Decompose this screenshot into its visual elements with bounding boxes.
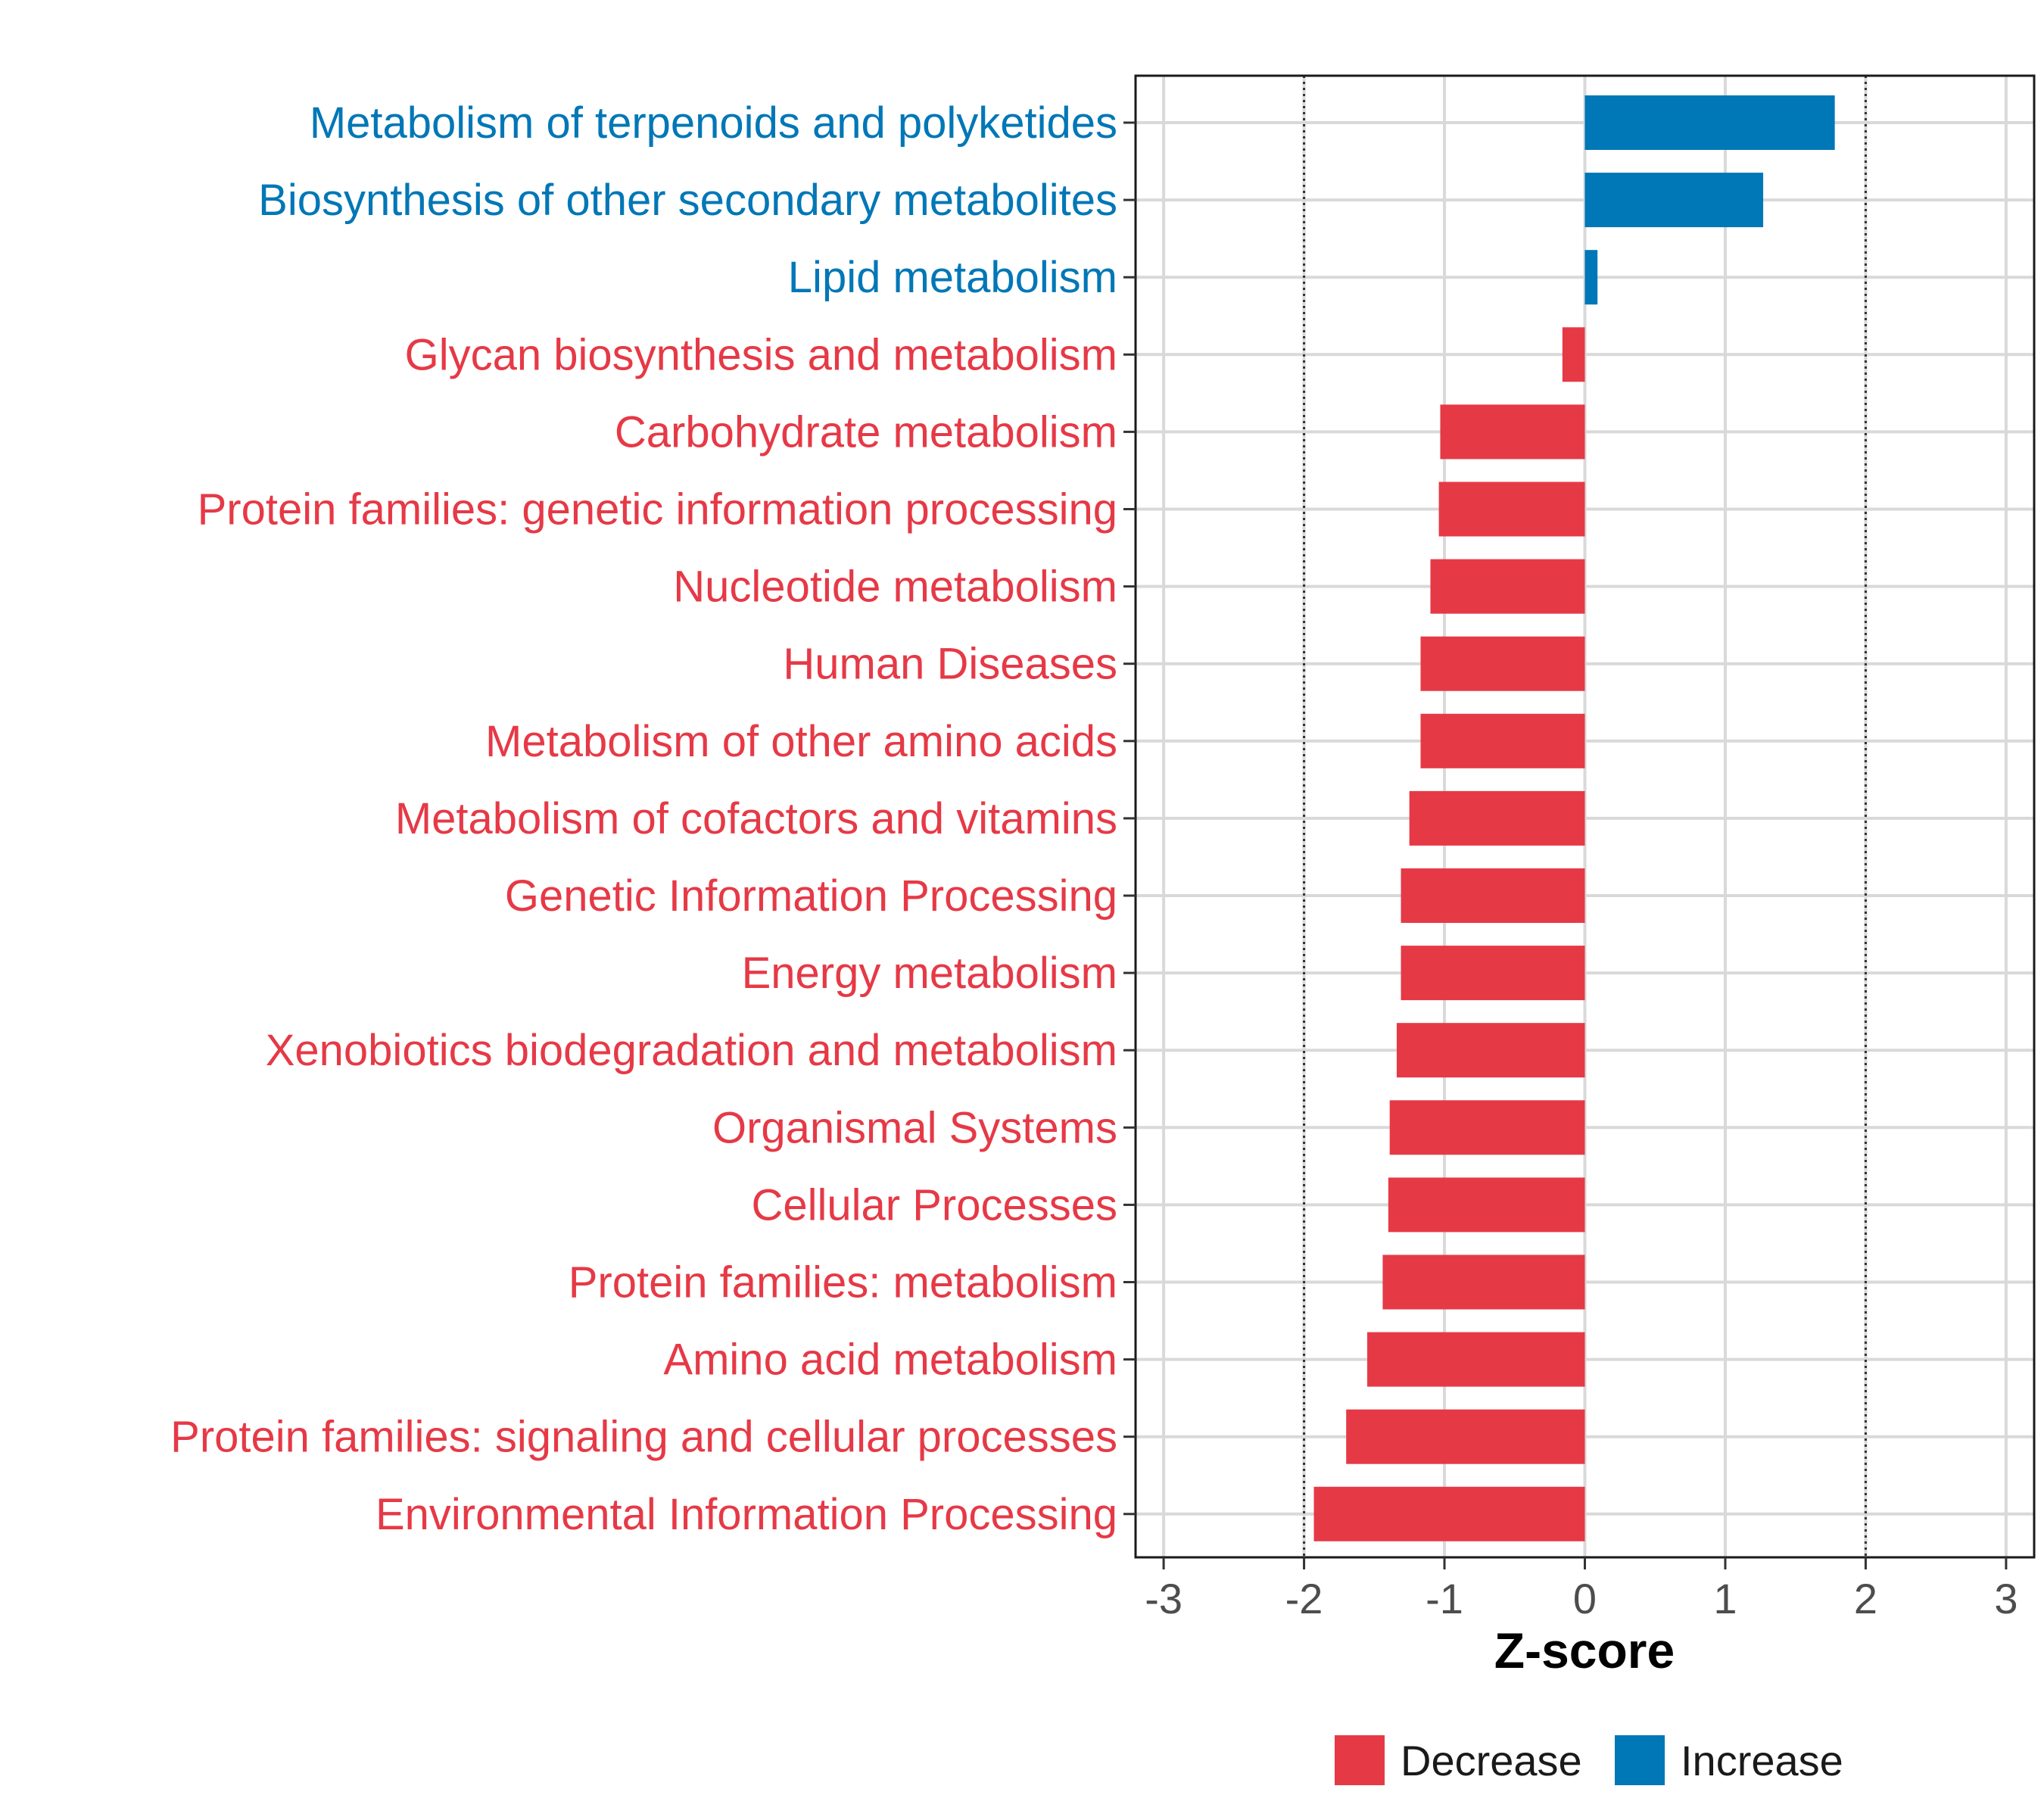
x-axis-title: Z-score bbox=[1494, 1622, 1675, 1678]
x-tick-label: 1 bbox=[1713, 1575, 1737, 1622]
category-label: Cellular Processes bbox=[751, 1180, 1117, 1230]
bar bbox=[1584, 95, 1835, 150]
bar bbox=[1420, 713, 1585, 768]
y-axis-ticks bbox=[1123, 121, 1136, 1516]
x-tick-label: 3 bbox=[1994, 1575, 2018, 1622]
category-label: Human Diseases bbox=[783, 640, 1117, 689]
x-tick-label: 0 bbox=[1573, 1575, 1597, 1622]
legend: Decrease Increase bbox=[1335, 1735, 1843, 1785]
x-axis-ticks: -3 -2 -1 0 1 2 3 bbox=[1145, 1557, 2018, 1622]
x-tick-label: -1 bbox=[1426, 1575, 1463, 1622]
category-label: Environmental Information Processing bbox=[375, 1490, 1117, 1539]
category-label: Protein families: genetic information pr… bbox=[198, 485, 1117, 535]
category-label: Metabolism of other amino acids bbox=[485, 717, 1117, 766]
bar bbox=[1430, 559, 1585, 614]
bar bbox=[1584, 173, 1764, 228]
bar bbox=[1382, 1254, 1585, 1310]
bar bbox=[1367, 1332, 1585, 1387]
bar bbox=[1388, 1177, 1585, 1233]
bar bbox=[1438, 482, 1585, 537]
bar bbox=[1562, 327, 1585, 382]
category-label: Xenobiotics biodegradation and metabolis… bbox=[266, 1026, 1117, 1075]
bar bbox=[1401, 946, 1585, 1001]
bar bbox=[1440, 404, 1585, 460]
reference-lines bbox=[1303, 76, 1867, 1557]
bars bbox=[1313, 95, 1835, 1541]
bar bbox=[1401, 868, 1585, 923]
category-label: Lipid metabolism bbox=[788, 253, 1117, 302]
x-tick-label: -2 bbox=[1285, 1575, 1323, 1622]
x-tick-label: -3 bbox=[1145, 1575, 1182, 1622]
legend-swatch-increase bbox=[1615, 1735, 1665, 1785]
bar bbox=[1389, 1100, 1585, 1155]
legend-label-increase: Increase bbox=[1681, 1737, 1843, 1784]
category-label: Metabolism of terpenoids and polyketides bbox=[310, 98, 1117, 148]
legend-swatch-decrease bbox=[1335, 1735, 1385, 1785]
category-label: Organismal Systems bbox=[712, 1103, 1117, 1152]
category-label: Nucleotide metabolism bbox=[673, 563, 1117, 612]
bar bbox=[1313, 1486, 1585, 1541]
bar bbox=[1346, 1409, 1585, 1464]
category-label: Biosynthesis of other secondary metaboli… bbox=[258, 176, 1117, 225]
bar bbox=[1584, 250, 1598, 305]
category-label: Protein families: metabolism bbox=[569, 1258, 1117, 1307]
category-labels: Metabolism of terpenoids and polyketides… bbox=[170, 98, 1117, 1539]
category-label: Protein families: signaling and cellular… bbox=[170, 1413, 1117, 1462]
category-label: Carbohydrate metabolism bbox=[615, 407, 1117, 457]
bar bbox=[1420, 636, 1585, 691]
category-label: Genetic Information Processing bbox=[505, 871, 1117, 921]
bar bbox=[1409, 790, 1585, 846]
x-tick-label: 2 bbox=[1854, 1575, 1877, 1622]
category-label: Metabolism of cofactors and vitamins bbox=[395, 794, 1117, 843]
bar bbox=[1396, 1023, 1585, 1078]
category-label: Energy metabolism bbox=[742, 949, 1117, 998]
category-label: Amino acid metabolism bbox=[663, 1335, 1117, 1385]
category-label: Glycan biosynthesis and metabolism bbox=[405, 330, 1117, 379]
legend-label-decrease: Decrease bbox=[1401, 1737, 1582, 1784]
